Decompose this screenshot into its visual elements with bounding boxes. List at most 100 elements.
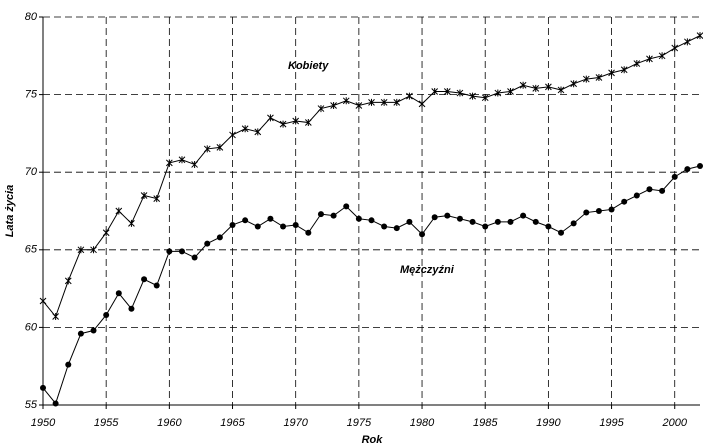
marker bbox=[481, 94, 489, 102]
marker bbox=[507, 218, 514, 225]
marker bbox=[519, 81, 527, 89]
marker bbox=[279, 120, 287, 128]
marker bbox=[292, 117, 300, 125]
y-tick-label: 75 bbox=[25, 89, 38, 101]
marker bbox=[355, 101, 363, 109]
marker bbox=[380, 98, 388, 106]
marker bbox=[191, 160, 198, 168]
marker bbox=[633, 60, 641, 68]
x-tick-label: 1980 bbox=[410, 417, 435, 429]
marker bbox=[204, 240, 211, 247]
x-axis-label: Rok bbox=[362, 434, 384, 445]
x-tick-label: 1960 bbox=[157, 417, 182, 429]
marker bbox=[330, 212, 337, 219]
marker bbox=[128, 219, 135, 227]
marker bbox=[153, 195, 161, 203]
marker bbox=[419, 231, 426, 238]
marker bbox=[292, 221, 299, 228]
x-tick-label: 1985 bbox=[473, 417, 498, 429]
marker bbox=[77, 246, 85, 254]
marker bbox=[342, 97, 350, 105]
marker bbox=[595, 74, 603, 82]
marker bbox=[381, 223, 388, 230]
marker bbox=[368, 98, 375, 106]
y-tick-label: 70 bbox=[25, 166, 38, 178]
marker bbox=[545, 83, 552, 91]
marker bbox=[646, 55, 653, 63]
marker bbox=[582, 75, 590, 83]
marker bbox=[443, 87, 451, 95]
marker bbox=[696, 32, 703, 40]
y-tick-label: 80 bbox=[25, 11, 38, 23]
marker bbox=[697, 162, 703, 169]
x-tick-label: 2000 bbox=[661, 417, 687, 429]
marker bbox=[216, 234, 223, 241]
marker bbox=[393, 98, 401, 106]
marker bbox=[141, 276, 148, 283]
marker bbox=[570, 80, 578, 88]
y-tick-label: 65 bbox=[25, 244, 38, 256]
marker bbox=[418, 100, 426, 108]
marker bbox=[494, 218, 501, 225]
marker bbox=[229, 221, 236, 228]
marker bbox=[406, 218, 413, 225]
marker bbox=[254, 128, 262, 136]
x-tick-label: 1970 bbox=[283, 417, 308, 429]
marker bbox=[507, 87, 514, 95]
marker bbox=[140, 191, 148, 199]
marker bbox=[608, 206, 615, 213]
marker bbox=[203, 145, 211, 153]
marker bbox=[153, 282, 160, 289]
marker bbox=[90, 246, 97, 254]
marker bbox=[456, 89, 464, 97]
marker bbox=[330, 101, 337, 109]
marker bbox=[444, 212, 451, 219]
marker bbox=[77, 330, 84, 337]
marker bbox=[646, 186, 653, 193]
marker bbox=[406, 92, 413, 100]
marker bbox=[456, 215, 463, 222]
marker bbox=[241, 125, 249, 133]
marker bbox=[178, 156, 186, 164]
marker bbox=[494, 89, 502, 97]
y-tick-label: 60 bbox=[25, 321, 38, 333]
marker bbox=[545, 223, 552, 230]
marker bbox=[658, 52, 666, 60]
marker bbox=[304, 119, 312, 127]
x-tick-label: 1995 bbox=[599, 417, 624, 429]
marker bbox=[267, 215, 274, 222]
marker bbox=[343, 203, 350, 210]
marker bbox=[52, 400, 59, 407]
marker bbox=[40, 384, 46, 391]
marker bbox=[64, 277, 72, 285]
y-tick-label: 55 bbox=[25, 399, 38, 411]
marker bbox=[595, 208, 602, 214]
marker bbox=[65, 361, 72, 368]
marker bbox=[583, 209, 590, 216]
marker bbox=[620, 66, 628, 74]
marker bbox=[90, 327, 97, 334]
marker bbox=[52, 313, 59, 321]
marker bbox=[557, 86, 565, 94]
annotation: Kobiety bbox=[288, 60, 329, 72]
marker bbox=[317, 105, 325, 113]
marker bbox=[115, 207, 123, 215]
marker bbox=[178, 248, 185, 255]
y-axis-label: Lata życia bbox=[4, 185, 16, 238]
marker bbox=[115, 290, 122, 297]
marker bbox=[684, 166, 691, 173]
marker bbox=[166, 248, 173, 255]
marker bbox=[520, 212, 527, 219]
annotation: Mężczyźni bbox=[400, 264, 455, 276]
marker bbox=[659, 187, 666, 194]
x-tick-label: 1965 bbox=[220, 417, 245, 429]
x-tick-label: 1990 bbox=[536, 417, 561, 429]
marker bbox=[684, 38, 691, 46]
marker bbox=[633, 192, 640, 199]
marker bbox=[671, 173, 678, 180]
marker bbox=[469, 92, 476, 100]
marker bbox=[305, 229, 312, 236]
marker bbox=[532, 84, 540, 92]
marker bbox=[165, 159, 173, 167]
